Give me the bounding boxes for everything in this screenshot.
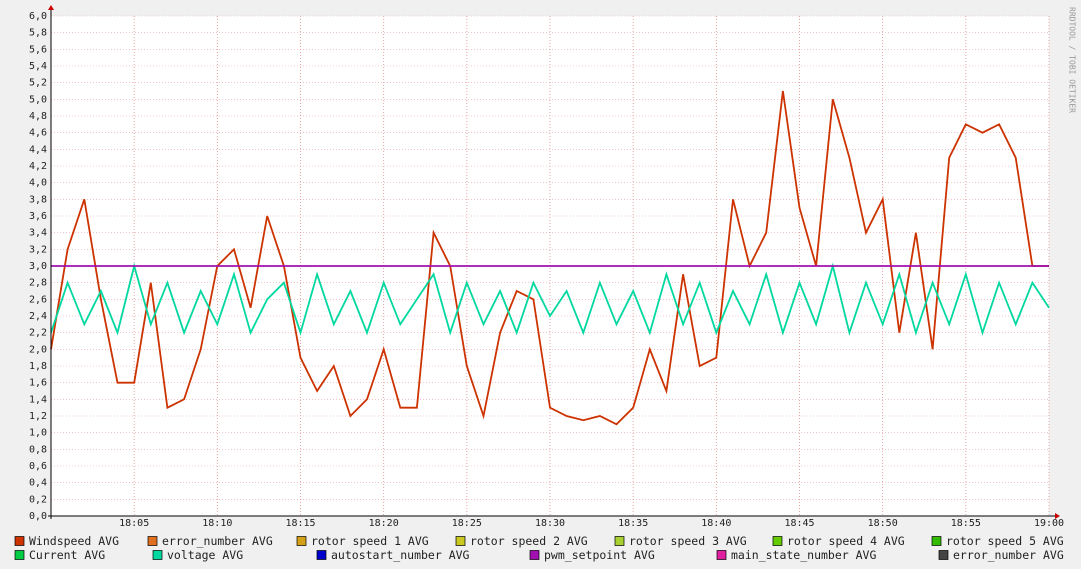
y-tick-label: 0,2	[29, 494, 47, 505]
legend-swatch	[147, 536, 158, 546]
y-tick-label: 4,0	[29, 178, 47, 189]
y-tick-label: 5,4	[29, 61, 47, 72]
legend-swatch	[931, 536, 942, 546]
legend-swatch	[614, 536, 625, 546]
y-tick-label: 5,2	[29, 78, 47, 89]
legend-swatch	[296, 536, 307, 546]
legend-label: autostart_number AVG	[331, 548, 470, 562]
y-tick-label: 2,2	[29, 328, 47, 339]
legend-swatch	[14, 550, 25, 560]
y-tick-label: 5,8	[29, 28, 47, 39]
y-tick-label: 0,4	[29, 478, 47, 489]
legend-label: rotor speed 3 AVG	[629, 534, 747, 548]
x-tick-label: 19:00	[1034, 518, 1064, 529]
x-tick-label: 18:35	[618, 518, 648, 529]
series-line	[50, 262, 1050, 336]
axis-arrow	[48, 5, 54, 10]
legend-label: pwm_setpoint AVG	[544, 548, 655, 562]
y-tick-label: 4,2	[29, 161, 47, 172]
legend-swatch	[716, 550, 727, 560]
legend-swatch	[316, 550, 327, 560]
x-tick-label: 18:15	[285, 518, 315, 529]
y-tick-label: 2,6	[29, 294, 47, 305]
y-tick-label: 3,2	[29, 244, 47, 255]
x-tick-label: 18:40	[701, 518, 731, 529]
legend-swatch	[529, 550, 540, 560]
y-tick-label: 4,8	[29, 111, 47, 122]
y-tick-label: 5,6	[29, 44, 47, 55]
legend-label: Windspeed AVG	[29, 534, 119, 548]
y-tick-label: 0,8	[29, 444, 47, 455]
legend-label: rotor speed 4 AVG	[787, 534, 905, 548]
legend-swatch	[938, 550, 949, 560]
legend-label: rotor speed 2 AVG	[470, 534, 588, 548]
legend-label: error_number AVG	[162, 534, 273, 548]
x-tick-label: 18:25	[452, 518, 482, 529]
y-tick-label: 5,0	[29, 94, 47, 105]
legend-label: rotor speed 5 AVG	[946, 534, 1064, 548]
x-tick-label: 18:45	[784, 518, 814, 529]
y-tick-label: 3,6	[29, 211, 47, 222]
y-tick-label: 6,0	[29, 11, 47, 22]
y-tick-label: 2,8	[29, 278, 47, 289]
x-tick-label: 18:30	[535, 518, 565, 529]
x-tick-label: 18:50	[868, 518, 898, 529]
x-tick-label: 18:10	[202, 518, 232, 529]
y-tick-label: 1,0	[29, 428, 47, 439]
watermark: RRDTOOL / TOBI OETIKER	[1068, 7, 1077, 113]
y-tick-label: 3,0	[29, 261, 47, 272]
legend-label: rotor speed 1 AVG	[311, 534, 429, 548]
legend-label: voltage AVG	[167, 548, 243, 562]
x-tick-label: 18:20	[369, 518, 399, 529]
axis-arrow	[1055, 513, 1060, 519]
y-tick-label: 2,4	[29, 311, 47, 322]
y-tick-label: 4,6	[29, 128, 47, 139]
legend-swatch	[772, 536, 783, 546]
y-tick-label: 4,4	[29, 144, 47, 155]
legend-label: Current AVG	[29, 548, 105, 562]
y-tick-label: 0,6	[29, 461, 47, 472]
y-tick-label: 3,4	[29, 228, 47, 239]
y-tick-label: 1,4	[29, 394, 47, 405]
y-tick-label: 1,2	[29, 411, 47, 422]
y-tick-label: 0,0	[29, 511, 47, 522]
legend-label: error_number AVG	[953, 548, 1064, 562]
y-tick-label: 2,0	[29, 344, 47, 355]
legend-swatch	[14, 536, 25, 546]
y-tick-label: 1,8	[29, 361, 47, 372]
y-tick-label: 3,8	[29, 194, 47, 205]
y-tick-label: 1,6	[29, 378, 47, 389]
x-tick-label: 18:05	[119, 518, 149, 529]
legend-label: main_state_number AVG	[731, 548, 876, 562]
legend-swatch	[152, 550, 163, 560]
legend-swatch	[455, 536, 466, 546]
x-tick-label: 18:55	[951, 518, 981, 529]
